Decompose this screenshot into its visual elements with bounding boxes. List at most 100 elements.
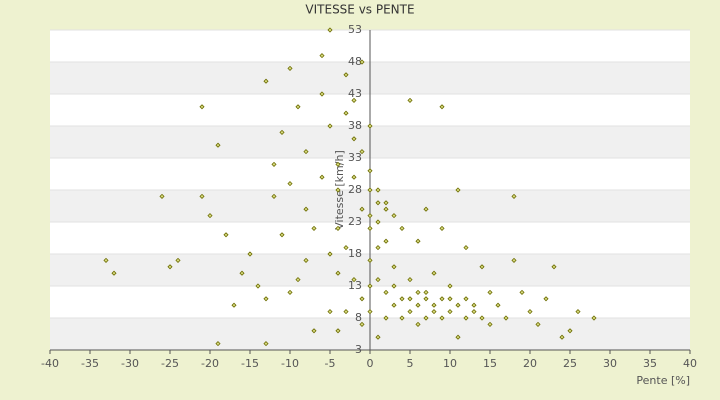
point: [335, 187, 341, 193]
point: [455, 334, 461, 340]
point: [335, 270, 341, 276]
point: [375, 200, 381, 206]
point: [311, 328, 317, 334]
point: [423, 296, 429, 302]
x-tick-label: 20: [523, 357, 537, 370]
y-tick-label: 23: [348, 215, 362, 228]
point: [367, 257, 373, 263]
point: [327, 251, 333, 257]
x-tick-label: 15: [483, 357, 497, 370]
point: [375, 245, 381, 251]
point: [319, 174, 325, 180]
point: [359, 296, 365, 302]
point: [423, 289, 429, 295]
x-tick-label: -15: [241, 357, 259, 370]
x-tick-label: -25: [161, 357, 179, 370]
point: [303, 257, 309, 263]
point: [463, 315, 469, 321]
point: [431, 302, 437, 308]
point: [551, 264, 557, 270]
y-tick-label: 3: [355, 343, 362, 356]
point: [351, 136, 357, 142]
point: [215, 341, 221, 347]
point: [527, 309, 533, 315]
point: [383, 289, 389, 295]
point: [439, 315, 445, 321]
x-tick-label: 10: [443, 357, 457, 370]
point: [223, 232, 229, 238]
point: [407, 309, 413, 315]
point: [391, 283, 397, 289]
x-tick-label: -20: [201, 357, 219, 370]
point: [591, 315, 597, 321]
point: [287, 181, 293, 187]
x-axis-title: Pente [%]: [636, 374, 690, 387]
y-tick-label: 13: [348, 279, 362, 292]
point: [311, 225, 317, 231]
point: [407, 97, 413, 103]
point: [287, 289, 293, 295]
y-tick-label: 28: [348, 183, 362, 196]
point: [327, 309, 333, 315]
point: [383, 206, 389, 212]
point: [463, 296, 469, 302]
point: [367, 309, 373, 315]
point: [439, 104, 445, 110]
point: [463, 245, 469, 251]
point: [415, 302, 421, 308]
point: [423, 206, 429, 212]
point: [375, 334, 381, 340]
point: [375, 277, 381, 283]
point: [471, 309, 477, 315]
point: [375, 187, 381, 193]
point: [255, 283, 261, 289]
point: [439, 296, 445, 302]
point: [263, 78, 269, 84]
point: [447, 283, 453, 289]
point: [367, 168, 373, 174]
point: [487, 289, 493, 295]
point: [327, 123, 333, 129]
point: [431, 270, 437, 276]
point: [367, 187, 373, 193]
point: [503, 315, 509, 321]
point: [567, 328, 573, 334]
point: [295, 277, 301, 283]
point: [199, 193, 205, 199]
x-tick-label: 25: [563, 357, 577, 370]
y-tick-label: 8: [355, 311, 362, 324]
y-tick-label: 18: [348, 247, 362, 260]
point: [367, 123, 373, 129]
point: [367, 213, 373, 219]
point: [335, 328, 341, 334]
point: [231, 302, 237, 308]
x-tick-label: 40: [683, 357, 697, 370]
point: [511, 257, 517, 263]
point: [447, 309, 453, 315]
point: [335, 225, 341, 231]
point: [319, 53, 325, 59]
x-tick-label: -35: [81, 357, 99, 370]
point: [207, 213, 213, 219]
point: [215, 142, 221, 148]
point: [319, 91, 325, 97]
x-tick-label: 0: [367, 357, 374, 370]
point: [439, 225, 445, 231]
point: [367, 283, 373, 289]
point: [263, 296, 269, 302]
point: [343, 72, 349, 78]
point: [479, 264, 485, 270]
point: [175, 257, 181, 263]
point: [575, 309, 581, 315]
point: [199, 104, 205, 110]
x-tick-label: -5: [325, 357, 336, 370]
point: [263, 341, 269, 347]
y-tick-label: 33: [348, 151, 362, 164]
point: [279, 129, 285, 135]
point: [487, 321, 493, 327]
point: [391, 213, 397, 219]
point: [103, 257, 109, 263]
point: [359, 149, 365, 155]
point: [479, 315, 485, 321]
point: [535, 321, 541, 327]
